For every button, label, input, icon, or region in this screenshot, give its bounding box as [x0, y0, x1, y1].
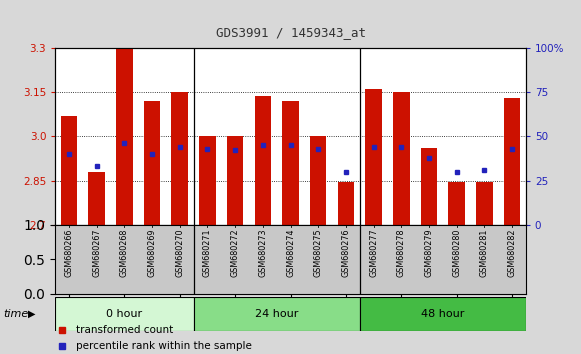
Bar	[61, 116, 77, 225]
Bar	[360, 297, 526, 331]
Text: GSM680269: GSM680269	[148, 228, 157, 277]
Text: 24 hour: 24 hour	[255, 309, 299, 319]
Text: GSM680270: GSM680270	[175, 228, 184, 277]
Bar	[504, 98, 520, 225]
Bar	[393, 92, 410, 225]
Text: GSM680282: GSM680282	[507, 228, 517, 277]
Bar	[282, 101, 299, 225]
Text: GSM680275: GSM680275	[314, 228, 322, 277]
Bar	[227, 136, 243, 225]
Text: GSM680268: GSM680268	[120, 228, 129, 276]
Bar	[365, 89, 382, 225]
Text: GSM680272: GSM680272	[231, 228, 239, 277]
Bar	[476, 182, 493, 225]
Text: GSM680273: GSM680273	[259, 228, 267, 277]
Text: GSM680281: GSM680281	[480, 228, 489, 276]
Bar	[144, 101, 160, 225]
Text: GSM680276: GSM680276	[342, 228, 350, 277]
Text: time: time	[3, 309, 28, 319]
Bar	[116, 48, 132, 225]
Bar	[199, 136, 216, 225]
Text: 0 hour: 0 hour	[106, 309, 142, 319]
Bar	[421, 148, 437, 225]
Bar	[193, 297, 360, 331]
Text: 48 hour: 48 hour	[421, 309, 464, 319]
Text: transformed count: transformed count	[76, 325, 174, 335]
Text: GSM680279: GSM680279	[424, 228, 433, 277]
Bar	[310, 136, 327, 225]
Text: GSM680278: GSM680278	[397, 228, 406, 277]
Bar	[254, 97, 271, 225]
Text: GSM680280: GSM680280	[452, 228, 461, 276]
Bar	[449, 182, 465, 225]
Text: GDS3991 / 1459343_at: GDS3991 / 1459343_at	[216, 26, 365, 39]
Text: GSM680267: GSM680267	[92, 228, 101, 277]
Text: GSM680277: GSM680277	[369, 228, 378, 277]
Text: percentile rank within the sample: percentile rank within the sample	[76, 341, 252, 350]
Text: ▶: ▶	[28, 309, 35, 319]
Bar	[338, 182, 354, 225]
Text: GSM680271: GSM680271	[203, 228, 212, 277]
Bar	[55, 297, 193, 331]
Text: GSM680266: GSM680266	[64, 228, 74, 276]
Bar	[171, 92, 188, 225]
Text: GSM680274: GSM680274	[286, 228, 295, 277]
Bar	[88, 172, 105, 225]
